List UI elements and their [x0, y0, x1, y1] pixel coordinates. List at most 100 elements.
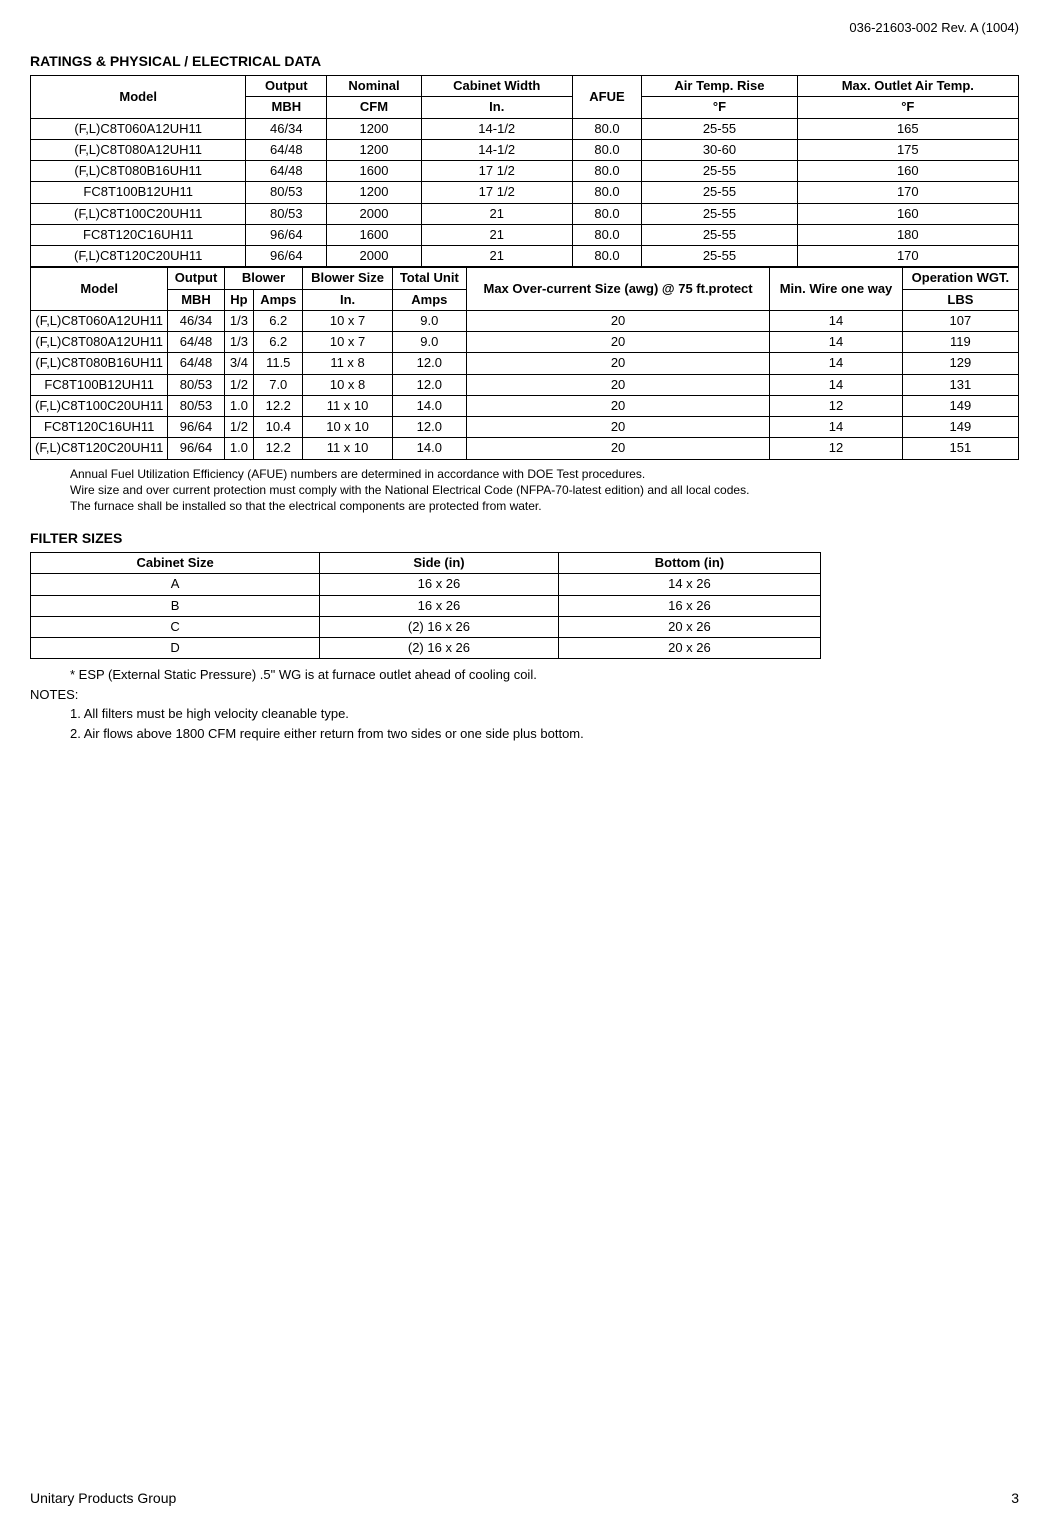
cell: 80.0	[572, 246, 642, 267]
cell: 1.0	[224, 395, 254, 416]
cell: 160	[797, 161, 1018, 182]
cell: 20	[466, 438, 769, 459]
th-in: In.	[421, 97, 572, 118]
table-row: (F,L)C8T080B16UH1164/483/411.511 x 812.0…	[31, 353, 1019, 374]
cell: 20	[466, 395, 769, 416]
table-row: (F,L)C8T100C20UH1180/531.012.211 x 1014.…	[31, 395, 1019, 416]
cell: 1/3	[224, 310, 254, 331]
th-mbh: MBH	[246, 97, 327, 118]
cell: 149	[902, 395, 1018, 416]
cell: 1600	[327, 224, 422, 245]
cell: 1/3	[224, 332, 254, 353]
cell: 10 x 7	[303, 332, 392, 353]
cell: 2000	[327, 203, 422, 224]
cell: 25-55	[642, 182, 797, 203]
th-bottom: Bottom (in)	[558, 553, 820, 574]
section-filter-title: FILTER SIZES	[30, 530, 1019, 546]
cell: 170	[797, 246, 1018, 267]
cell: 11 x 8	[303, 353, 392, 374]
cell: C	[31, 616, 320, 637]
note-line: Wire size and over current protection mu…	[70, 482, 1019, 498]
cell: 14.0	[392, 395, 466, 416]
cell: 14	[770, 310, 903, 331]
cell: 14	[770, 374, 903, 395]
notes-label: NOTES:	[30, 685, 1019, 705]
cell: 64/48	[246, 139, 327, 160]
cell: 149	[902, 417, 1018, 438]
cell: 160	[797, 203, 1018, 224]
table-row: (F,L)C8T080B16UH1164/48160017 1/280.025-…	[31, 161, 1019, 182]
cell: 20	[466, 310, 769, 331]
th-amps2: Amps	[392, 289, 466, 310]
cell: 180	[797, 224, 1018, 245]
cell: 80.0	[572, 139, 642, 160]
ratings-table-1: Model Output Nominal Cabinet Width AFUE …	[30, 75, 1019, 267]
cell: 25-55	[642, 118, 797, 139]
cell: 20	[466, 353, 769, 374]
cell: FC8T100B12UH11	[31, 374, 168, 395]
cell: 1200	[327, 182, 422, 203]
note-2: 2. Air flows above 1800 CFM require eith…	[70, 724, 1019, 744]
table-row: (F,L)C8T080A12UH1164/48120014-1/280.030-…	[31, 139, 1019, 160]
cell: 16 x 26	[320, 595, 558, 616]
cell: 80.0	[572, 118, 642, 139]
cell: (F,L)C8T080A12UH11	[31, 332, 168, 353]
cell: 6.2	[254, 310, 303, 331]
cell: 12	[770, 438, 903, 459]
cell: 12.2	[254, 438, 303, 459]
cell: 11.5	[254, 353, 303, 374]
cell: 64/48	[168, 353, 224, 374]
cell: 17 1/2	[421, 161, 572, 182]
th-maxoutlet: Max. Outlet Air Temp.	[797, 76, 1018, 97]
cell: 1/2	[224, 417, 254, 438]
cell: 25-55	[642, 203, 797, 224]
cell: 25-55	[642, 161, 797, 182]
cell: 12.0	[392, 374, 466, 395]
cell: 119	[902, 332, 1018, 353]
cell: 21	[421, 203, 572, 224]
table-row: (F,L)C8T100C20UH1180/5320002180.025-5516…	[31, 203, 1019, 224]
table-row: (F,L)C8T120C20UH1196/641.012.211 x 1014.…	[31, 438, 1019, 459]
cell: A	[31, 574, 320, 595]
cell: 64/48	[246, 161, 327, 182]
note-line: Annual Fuel Utilization Efficiency (AFUE…	[70, 466, 1019, 482]
cell: 14-1/2	[421, 118, 572, 139]
cell: FC8T120C16UH11	[31, 417, 168, 438]
th-minwire: Min. Wire one way	[770, 268, 903, 311]
cell: 1/2	[224, 374, 254, 395]
cell: 131	[902, 374, 1018, 395]
table-row: B16 x 2616 x 26	[31, 595, 821, 616]
cell: 14.0	[392, 438, 466, 459]
cell: 80/53	[168, 374, 224, 395]
section-ratings-title: RATINGS & PHYSICAL / ELECTRICAL DATA	[30, 53, 1019, 69]
footer-page: 3	[1011, 1490, 1019, 1506]
th-bsize: Blower Size	[303, 268, 392, 289]
cell: 10 x 7	[303, 310, 392, 331]
doc-reference: 036-21603-002 Rev. A (1004)	[30, 20, 1019, 35]
cell: 21	[421, 246, 572, 267]
th-mbh: MBH	[168, 289, 224, 310]
cell: 12.0	[392, 417, 466, 438]
cell: 14-1/2	[421, 139, 572, 160]
cell: 10.4	[254, 417, 303, 438]
cell: 80/53	[168, 395, 224, 416]
cell: 20 x 26	[558, 638, 820, 659]
cell: FC8T100B12UH11	[31, 182, 246, 203]
cell: 14	[770, 417, 903, 438]
th-cab: Cabinet Size	[31, 553, 320, 574]
th-hp: Hp	[224, 289, 254, 310]
cell: 80.0	[572, 224, 642, 245]
cell: 17 1/2	[421, 182, 572, 203]
th-output: Output	[246, 76, 327, 97]
th-model: Model	[31, 268, 168, 311]
filter-table: Cabinet Size Side (in) Bottom (in) A16 x…	[30, 552, 821, 659]
cell: 20	[466, 417, 769, 438]
cell: 21	[421, 224, 572, 245]
note-line: The furnace shall be installed so that t…	[70, 498, 1019, 514]
cell: 1200	[327, 118, 422, 139]
th-degF2: °F	[797, 97, 1018, 118]
cell: 7.0	[254, 374, 303, 395]
cell: 1200	[327, 139, 422, 160]
table-row: FC8T100B12UH1180/531/27.010 x 812.020141…	[31, 374, 1019, 395]
cell: (F,L)C8T100C20UH11	[31, 395, 168, 416]
